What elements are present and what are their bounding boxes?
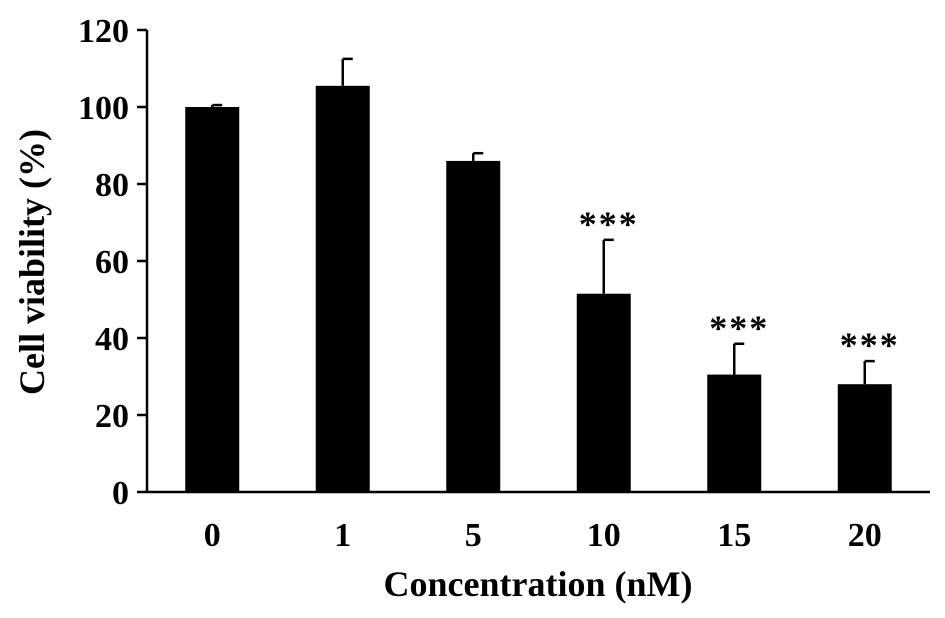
significance-label: *** <box>709 308 769 348</box>
significance-label: *** <box>579 204 639 244</box>
bars: *** *** *** <box>185 57 900 492</box>
y-tick-label: 40 <box>95 321 129 358</box>
x-tick-label: 15 <box>717 517 751 554</box>
x-tick-label: 20 <box>848 517 882 554</box>
y-tick-label: 20 <box>95 398 129 435</box>
x-tick-label: 1 <box>334 517 351 554</box>
bar <box>446 160 501 492</box>
x-axis-title: Concentration (nM) <box>384 564 693 604</box>
x-tick-label: 10 <box>587 517 621 554</box>
x-tick-label: 0 <box>204 517 221 554</box>
significance-label: *** <box>840 325 900 365</box>
y-axis-title: Cell viability (%) <box>12 129 52 395</box>
x-axis: 0 1 5 10 15 20 <box>147 490 930 554</box>
y-axis: 0 20 40 60 80 100 120 <box>78 13 149 512</box>
y-tick-label: 0 <box>112 475 129 512</box>
y-tick-label: 60 <box>95 244 129 281</box>
y-tick-label: 80 <box>95 167 129 204</box>
bar <box>837 384 892 492</box>
bar <box>315 85 370 492</box>
bar <box>185 107 240 492</box>
bar <box>576 293 631 492</box>
y-tick-label: 120 <box>78 13 129 50</box>
y-tick-label: 100 <box>78 90 129 127</box>
x-tick-label: 5 <box>465 517 482 554</box>
bar <box>707 374 762 492</box>
